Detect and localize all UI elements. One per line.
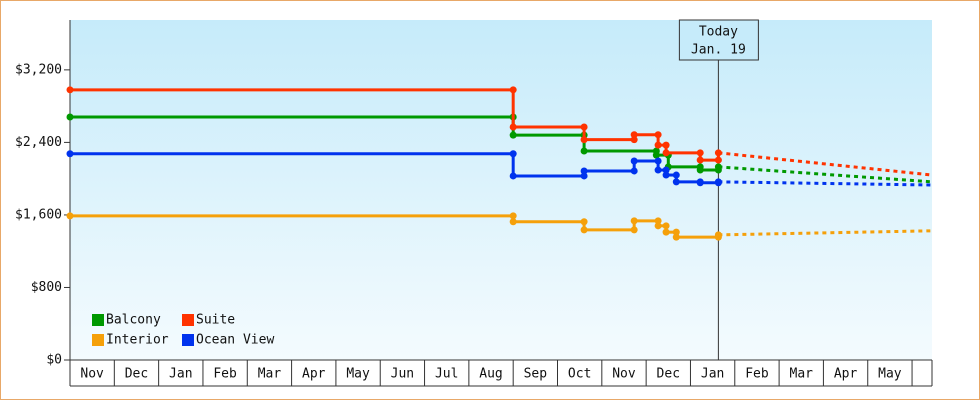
legend-label: Interior (106, 333, 169, 348)
marker (66, 212, 74, 220)
marker (630, 157, 638, 165)
marker (662, 166, 670, 174)
marker (580, 226, 588, 234)
marker (714, 156, 722, 164)
x-tick-label: Jul (435, 367, 458, 382)
forecast-line (718, 229, 933, 237)
marker (672, 171, 680, 179)
marker (580, 218, 588, 226)
legend-swatch (92, 314, 104, 326)
marker (714, 163, 722, 171)
marker (654, 131, 662, 139)
marker (672, 178, 680, 186)
marker (662, 228, 670, 236)
x-tick-label: Jun (391, 367, 414, 382)
x-tick-label: Dec (657, 367, 680, 382)
y-tick-label: $1,600 (15, 207, 62, 222)
x-tick-label: May (878, 367, 902, 382)
marker (672, 233, 680, 241)
x-tick-label: Mar (258, 367, 282, 382)
marker (66, 113, 74, 121)
marker (509, 218, 517, 226)
x-tick-label: May (346, 367, 370, 382)
marker (509, 123, 517, 131)
y-tick-label: $3,200 (15, 62, 62, 77)
marker (580, 147, 588, 155)
marker (714, 231, 722, 239)
today-label: Jan. 19 (691, 43, 746, 58)
marker (509, 172, 517, 180)
forecast-line (718, 165, 933, 184)
marker (696, 156, 704, 164)
marker (714, 178, 722, 186)
legend-label: Ocean View (196, 333, 274, 348)
y-tick-label: $2,400 (15, 135, 62, 150)
marker (654, 217, 662, 225)
x-tick-label: Apr (302, 367, 326, 382)
marker (580, 172, 588, 180)
plot-area (70, 20, 932, 360)
y-tick-label: $800 (31, 280, 62, 295)
x-tick-label: Aug (479, 367, 502, 382)
marker (662, 141, 670, 149)
today-box (678, 19, 759, 61)
x-tick-label: Feb (745, 367, 769, 382)
marker (580, 123, 588, 131)
marker (630, 131, 638, 139)
marker (654, 141, 662, 149)
marker (696, 179, 704, 187)
x-tick-label: Apr (834, 367, 858, 382)
today-label: Today (699, 25, 738, 40)
marker (662, 149, 670, 157)
marker (66, 150, 74, 158)
marker (652, 151, 660, 159)
marker (66, 86, 74, 94)
marker (580, 167, 588, 175)
x-tick-label: Sep (524, 367, 548, 382)
marker (654, 222, 662, 230)
marker (509, 86, 517, 94)
legend-swatch (182, 334, 194, 346)
marker (630, 226, 638, 234)
marker (714, 149, 722, 157)
x-tick-label: Dec (125, 367, 148, 382)
x-tick-label: Nov (612, 367, 636, 382)
legend-label: Suite (196, 313, 235, 328)
marker (696, 149, 704, 157)
x-tick-label: Mar (790, 367, 814, 382)
legend-swatch (92, 334, 104, 346)
forecast-line (718, 151, 933, 177)
y-tick-label: $0 (46, 353, 62, 368)
marker (662, 171, 670, 179)
marker (630, 217, 638, 225)
marker (509, 212, 517, 220)
x-tick-label: Feb (213, 367, 237, 382)
legend-swatch (182, 314, 194, 326)
x-tick-label: Jan (169, 367, 192, 382)
marker (654, 157, 662, 165)
marker (630, 136, 638, 144)
marker (580, 136, 588, 144)
x-tick-label: Nov (80, 367, 104, 382)
x-tick-label: Jan (701, 367, 724, 382)
marker (672, 228, 680, 236)
marker (509, 150, 517, 158)
forecast-line (718, 180, 933, 187)
x-tick-label: Oct (568, 367, 591, 382)
marker (654, 166, 662, 174)
marker (630, 167, 638, 175)
legend-label: Balcony (106, 313, 161, 328)
marker (696, 166, 704, 174)
marker (662, 222, 670, 230)
marker (509, 131, 517, 139)
